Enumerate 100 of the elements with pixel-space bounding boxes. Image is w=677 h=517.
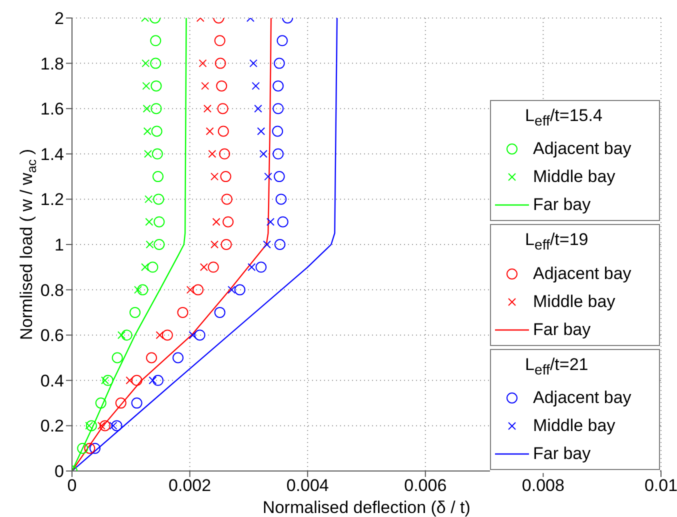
point xyxy=(210,172,219,181)
point xyxy=(154,216,165,228)
point xyxy=(151,126,162,137)
point xyxy=(214,58,226,69)
point xyxy=(257,127,266,136)
point xyxy=(97,422,106,430)
point xyxy=(142,104,151,113)
point xyxy=(172,352,184,364)
point xyxy=(141,263,150,272)
point xyxy=(192,284,204,296)
point xyxy=(210,240,219,248)
point xyxy=(95,398,106,409)
point xyxy=(150,103,162,114)
y-tick-label: 0.8 xyxy=(40,280,64,300)
point xyxy=(221,194,232,205)
legend-label: Adjacent bay xyxy=(533,387,632,410)
y-tick-label: 1.8 xyxy=(40,54,64,74)
point xyxy=(144,150,152,158)
x-tick-label: 0 xyxy=(67,476,77,496)
point xyxy=(84,442,96,454)
point xyxy=(150,58,162,69)
point xyxy=(153,194,164,205)
point xyxy=(234,284,246,296)
point xyxy=(109,422,118,430)
point xyxy=(228,286,236,294)
y-tick-label: 1.4 xyxy=(40,144,64,164)
point xyxy=(112,352,123,364)
point xyxy=(222,216,234,228)
point xyxy=(143,127,152,136)
point xyxy=(99,420,110,432)
x-tick-label: 0.006 xyxy=(404,476,447,496)
point xyxy=(208,150,216,158)
point xyxy=(102,374,114,386)
point xyxy=(206,127,214,136)
point xyxy=(272,103,284,114)
point xyxy=(142,59,150,68)
point xyxy=(115,398,126,409)
point xyxy=(131,398,142,409)
point xyxy=(274,171,285,182)
point xyxy=(150,80,162,92)
point xyxy=(218,126,229,137)
point xyxy=(188,331,197,340)
y-tick-label: 0 xyxy=(54,462,64,482)
point xyxy=(186,286,194,294)
point xyxy=(277,216,288,228)
y-tick-label: 0.6 xyxy=(40,326,64,346)
point xyxy=(220,239,232,250)
point xyxy=(276,35,288,46)
point xyxy=(134,286,142,294)
y-tick-label: 0.4 xyxy=(40,371,64,390)
x-tick-label: 0.004 xyxy=(286,476,329,496)
point xyxy=(137,284,148,296)
point xyxy=(208,262,219,273)
point xyxy=(142,82,150,90)
legend-label: Middle bay xyxy=(533,415,616,438)
point xyxy=(214,35,226,46)
point xyxy=(146,352,158,364)
point xyxy=(121,330,132,341)
point xyxy=(272,126,284,137)
y-tick-label: 2 xyxy=(54,9,64,28)
x-axis-title: Normalised deflection (δ / t) xyxy=(262,498,470,517)
point xyxy=(100,376,109,384)
point xyxy=(254,104,262,113)
point xyxy=(150,35,162,46)
y-tick-label: 1 xyxy=(54,236,64,255)
point xyxy=(264,172,272,181)
legend-label: Adjacent bay xyxy=(533,262,632,285)
point xyxy=(126,376,134,384)
text: L$_{eff}$/t=21 xyxy=(525,354,588,378)
y-tick-label: 1.6 xyxy=(40,100,64,119)
x-tick-label: 0.01 xyxy=(644,476,677,496)
point xyxy=(248,263,256,272)
point xyxy=(256,262,267,273)
point xyxy=(216,80,228,92)
point xyxy=(214,306,226,318)
point xyxy=(262,240,271,248)
point xyxy=(77,442,88,454)
point xyxy=(111,420,122,432)
point xyxy=(276,194,287,205)
point xyxy=(249,59,258,68)
legend-label: Middle bay xyxy=(533,166,616,188)
x-tick-label: 0.002 xyxy=(168,476,212,496)
point xyxy=(266,218,274,226)
point xyxy=(274,239,286,250)
point xyxy=(252,82,260,90)
text: L$_{eff}$/t=15.4 xyxy=(525,106,602,130)
point xyxy=(86,420,97,432)
point xyxy=(148,376,157,384)
point xyxy=(85,422,94,430)
y-tick-label: 0.2 xyxy=(40,416,64,436)
point xyxy=(194,330,206,341)
point xyxy=(259,150,268,158)
y-tick-label: 1.2 xyxy=(40,190,64,210)
legend-label: Adjacent bay xyxy=(533,138,632,160)
point xyxy=(117,331,126,340)
point xyxy=(219,148,230,160)
point xyxy=(198,59,207,68)
point xyxy=(131,374,142,386)
point xyxy=(212,218,220,226)
point xyxy=(272,148,284,160)
